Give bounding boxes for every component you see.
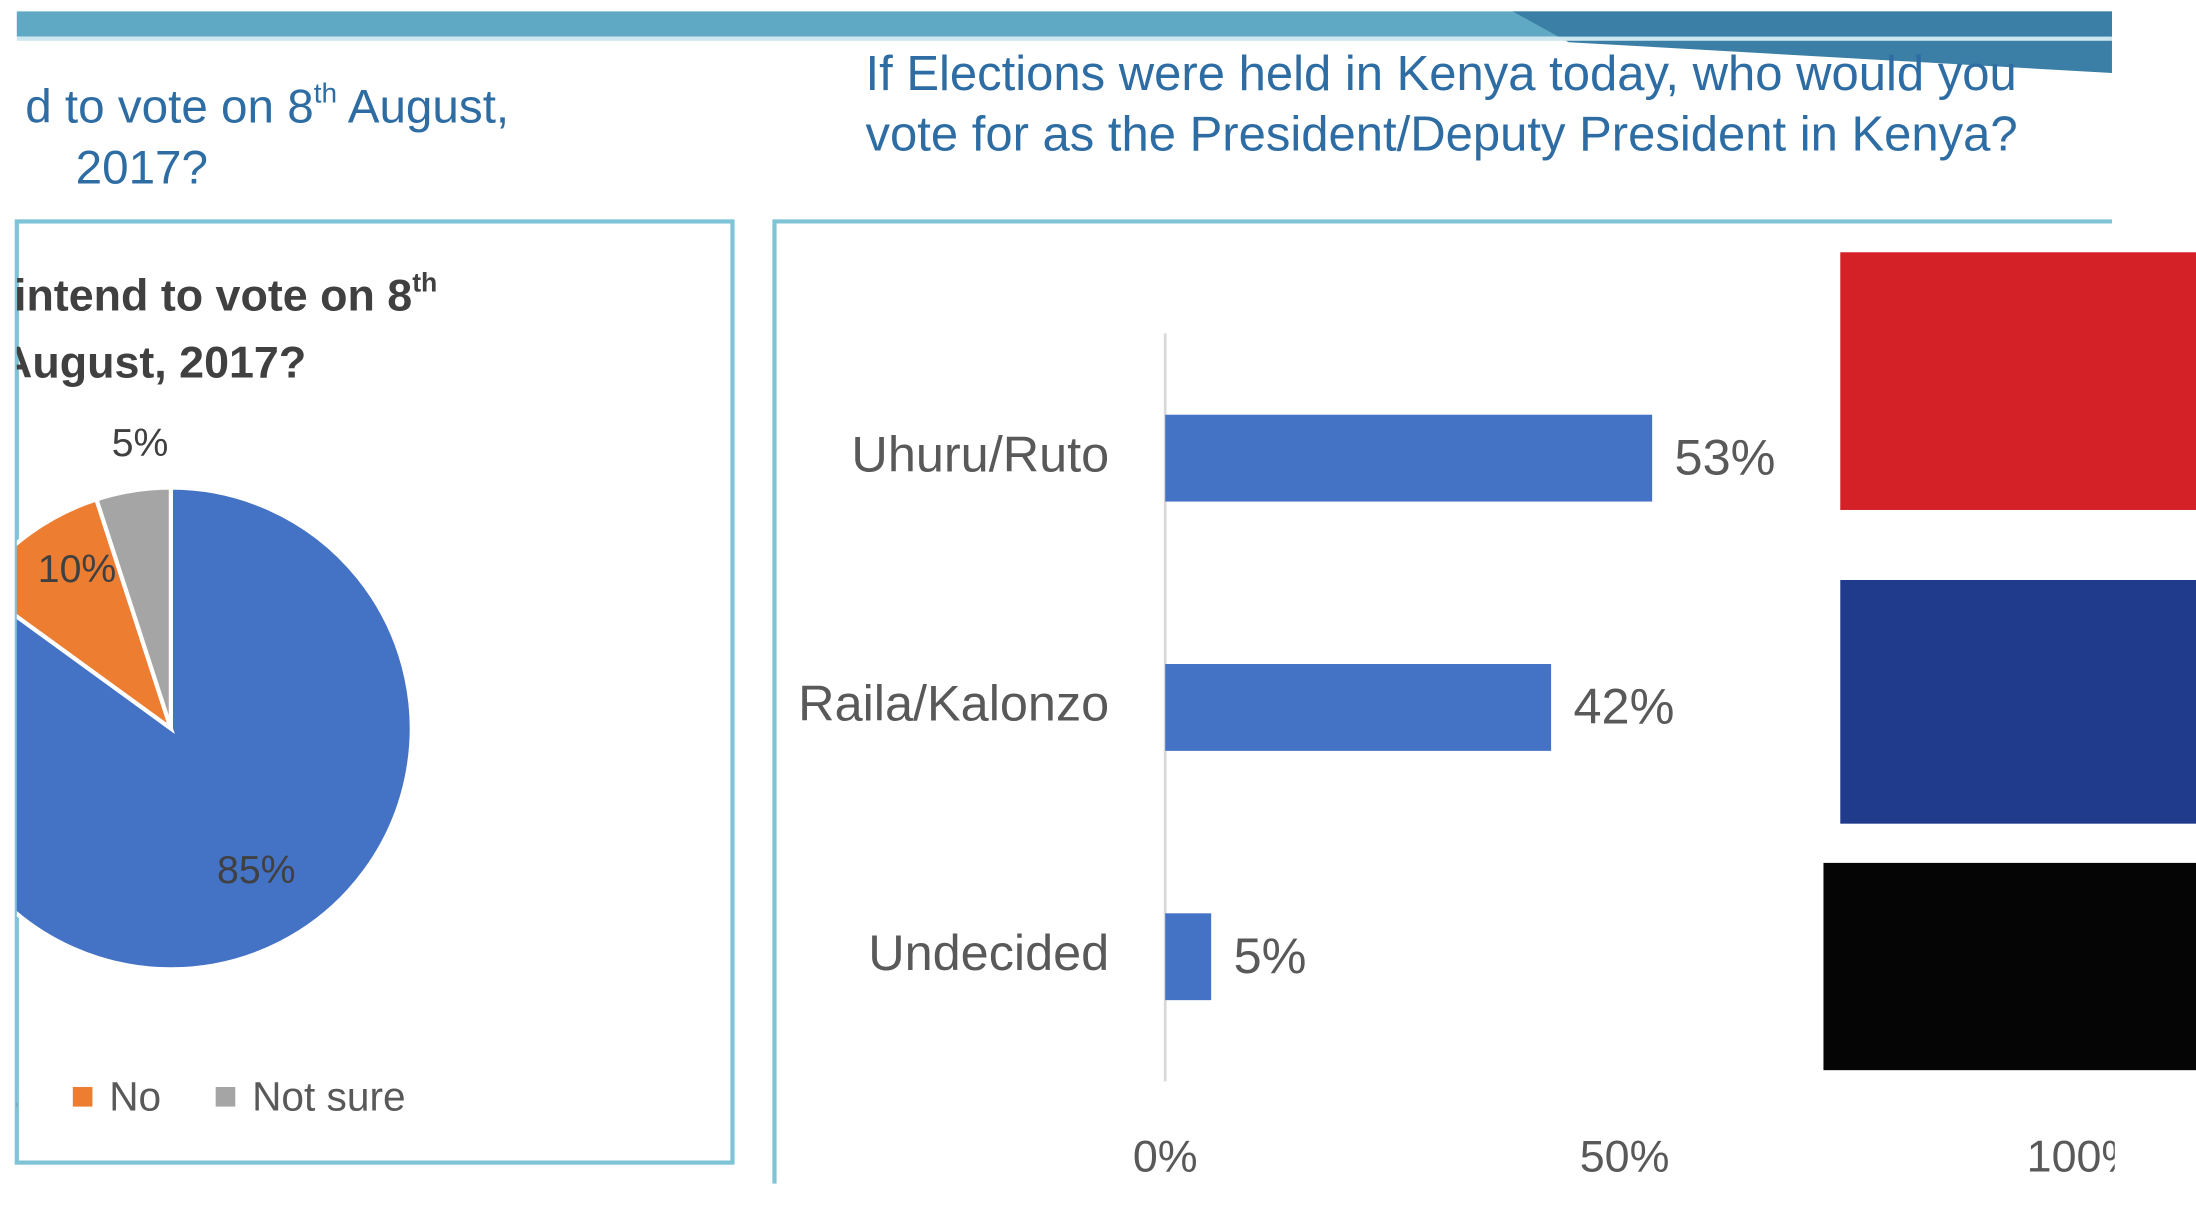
photo-uhuru-ruto [1840,252,2196,510]
pie-chart: intend to vote on 8th August, 2017? 85% 1… [0,268,437,1119]
pie-slice [16,485,414,972]
left-heading: d to vote on 8th August, [25,78,509,133]
right-heading: If Elections were held in Kenya today, w… [866,47,2017,101]
x-tick-label: 100% [2027,1132,2142,1182]
right-heading-2: vote for as the President/Deputy Preside… [866,107,2018,161]
legend-label: Yes [0,1073,19,1119]
x-tick-label: 0% [1133,1132,1198,1182]
bar [1165,414,1653,502]
pie-slice [16,496,175,734]
photo-blank [1823,862,2196,1071]
data-label: 42% [1574,678,1675,735]
pie-slice [93,485,173,730]
y-tick-label: Undecided [868,924,1109,981]
y-tick-label: Raila/Kalonzo [798,675,1109,732]
data-label: 53% [1675,428,1776,485]
x-tick-label: 50% [1580,1132,1670,1182]
banner-accent [1512,11,2112,74]
y-tick-label: Uhuru/Ruto [851,425,1109,482]
data-label: 10% [38,548,116,591]
legend-swatch [72,1086,93,1107]
bar [1165,664,1552,751]
bar [1165,913,1212,1001]
pie-title-2: August, 2017? [0,338,306,388]
pie-title: intend to vote on 8th [14,268,437,321]
data-label: 5% [112,422,169,465]
data-label: 5% [1234,927,1307,984]
right-panel [772,219,2112,1184]
legend-label: No [109,1073,161,1119]
banner-line [16,36,2112,41]
photo-raila-kalonzo [1840,579,2196,824]
data-label: 85% [217,849,295,892]
legend-label: Not sure [252,1073,405,1119]
left-heading-2: 2017? [76,142,208,195]
bar-chart: 0% 50% 100% Uhuru/Ruto 53% Raila/Kalonzo 42% Un… [798,333,2142,1182]
legend-swatch [215,1086,236,1107]
